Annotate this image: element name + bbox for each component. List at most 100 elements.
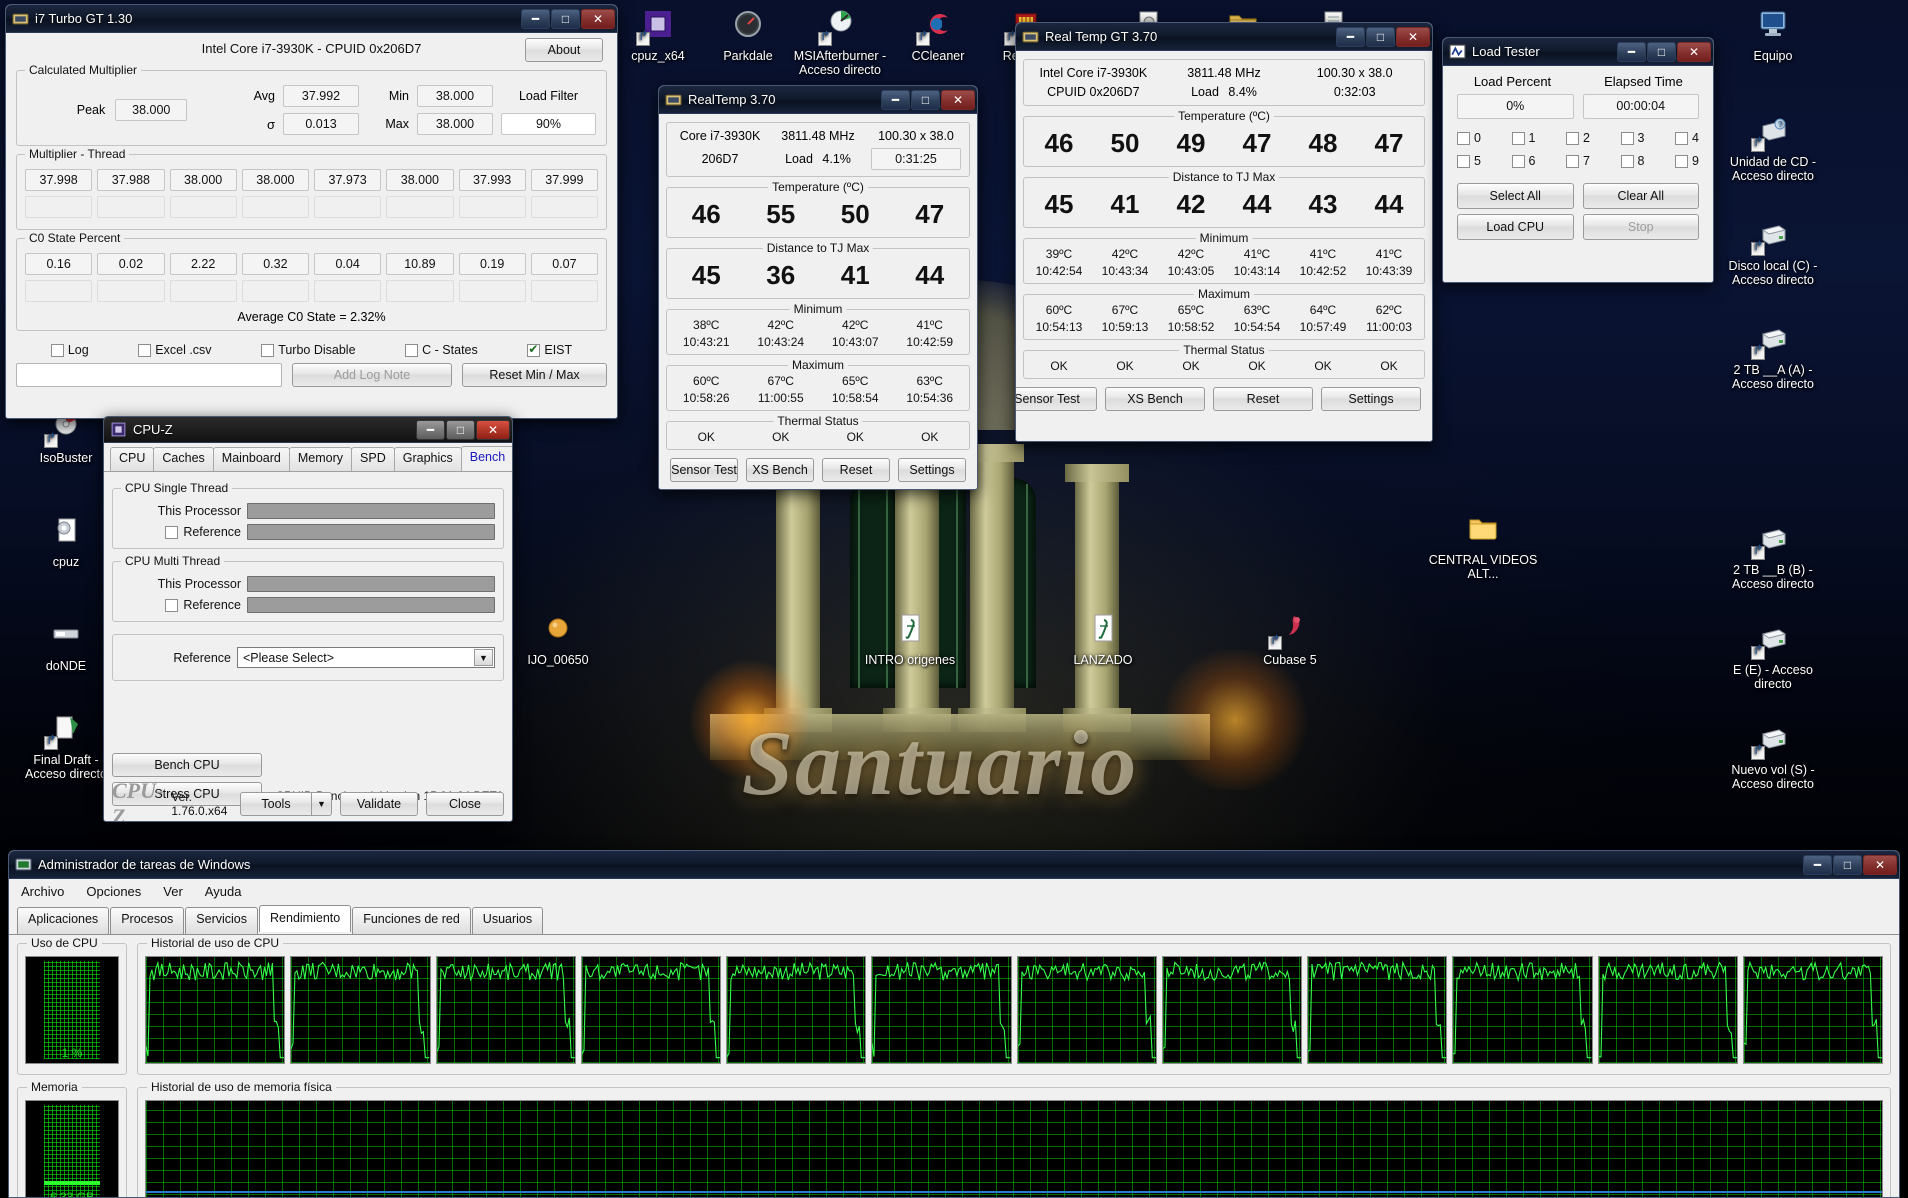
tab-graphics[interactable]: Graphics — [393, 447, 462, 471]
tab-memory[interactable]: Memory — [288, 447, 353, 471]
bench-cpu-button[interactable]: Bench CPU — [112, 753, 262, 777]
checkbox-box[interactable] — [1675, 154, 1688, 168]
stop-button[interactable]: Stop — [1582, 214, 1699, 240]
checkbox-box[interactable] — [1511, 131, 1525, 145]
reset-button[interactable]: Reset — [1213, 387, 1313, 411]
close-button[interactable]: ✕ — [1396, 26, 1430, 47]
minimize-button[interactable]: ━ — [521, 8, 550, 29]
checkbox-box[interactable] — [261, 343, 275, 357]
desktop-icon-2-tb-b-b[interactable]: 2 TB __B (B) -Acceso directo — [1715, 518, 1831, 591]
menu-archivo[interactable]: Archivo — [21, 884, 65, 899]
titlebar-i7-turbo[interactable]: i7 Turbo GT 1.30 ━ □ ✕ — [6, 5, 617, 33]
desktop-icon-cpuz-x64[interactable]: cpuz_x64 — [600, 4, 716, 63]
desktop-icon-2-tb-a-a[interactable]: 2 TB __A (A) -Acceso directo — [1715, 318, 1831, 391]
checkbox-box[interactable] — [1566, 131, 1579, 145]
desktop-icon-unidad-de-cd[interactable]: ? Unidad de CD -Acceso directo — [1715, 110, 1831, 183]
close-button[interactable]: ✕ — [476, 419, 510, 440]
tab-mainboard[interactable]: Mainboard — [212, 447, 290, 471]
menu-opciones[interactable]: Opciones — [86, 884, 142, 899]
checkbox-box[interactable] — [1457, 154, 1470, 168]
desktop-icon-donde[interactable]: doNDE — [8, 614, 124, 673]
checkbox-box[interactable] — [405, 343, 419, 357]
cpu-core-checkbox-8[interactable]: 8 — [1620, 154, 1644, 168]
checkbox-turbo-disable[interactable]: Turbo Disable — [261, 343, 356, 357]
window-realtemp[interactable]: RealTemp 3.70 ━ □ ✕ Core i7-3930K 3811.4… — [658, 85, 978, 490]
tab-usuarios[interactable]: Usuarios — [471, 907, 544, 934]
minimize-button[interactable]: ━ — [416, 419, 445, 440]
xs-bench-button[interactable]: XS Bench — [746, 458, 814, 482]
cpuz-tabs[interactable]: CPU Caches Mainboard Memory SPD Graphics Bench… — [104, 443, 512, 472]
tab-spd[interactable]: SPD — [351, 447, 395, 471]
tab-funciones-de-red[interactable]: Funciones de red — [352, 907, 471, 934]
close-button[interactable]: ✕ — [941, 89, 975, 110]
checkbox-eist[interactable]: EIST — [527, 342, 572, 357]
checkbox-box[interactable] — [527, 342, 541, 357]
cpu-core-checkbox-2[interactable]: 2 — [1566, 131, 1590, 145]
checkbox-box[interactable] — [1620, 154, 1634, 168]
window-cpuz[interactable]: CPU-Z ━ □ ✕ CPU Caches Mainboard Memory SPD G… — [103, 416, 513, 822]
tools-button[interactable]: Tools — [240, 792, 312, 816]
maximize-button[interactable]: □ — [911, 89, 940, 110]
close-button[interactable]: ✕ — [1863, 854, 1897, 875]
settings-button[interactable]: Settings — [1321, 387, 1421, 411]
checkbox-excel-csv[interactable]: Excel .csv — [138, 343, 212, 357]
close-button[interactable]: ✕ — [581, 8, 615, 29]
window-controls[interactable]: ━ □ ✕ — [880, 89, 975, 110]
titlebar-task-manager[interactable]: Administrador de tareas de Windows ━ □ ✕ — [9, 851, 1899, 879]
cpu-core-checkbox-7[interactable]: 7 — [1566, 154, 1590, 168]
titlebar-realtempgt[interactable]: Real Temp GT 3.70 ━ □ ✕ — [1016, 23, 1432, 51]
desktop-icon-parkdale[interactable]: Parkdale — [690, 4, 806, 63]
desktop-icon-central-videos-alt[interactable]: CENTRAL VIDEOS ALT... — [1425, 508, 1541, 581]
minimize-button[interactable]: ━ — [1617, 41, 1646, 62]
desktop-icon-final-draft[interactable]: Final Draft -Acceso directo — [8, 708, 124, 781]
cpu-core-checkbox-9[interactable]: 9 — [1675, 154, 1699, 168]
desktop-icon-cpuz[interactable]: cpuz — [8, 510, 124, 569]
add-log-note-button[interactable]: Add Log Note — [292, 363, 452, 387]
desktop-icon-disco-local-c[interactable]: Disco local (C) -Acceso directo — [1715, 214, 1831, 287]
sensor-test-button[interactable]: Sensor Test — [1016, 387, 1097, 411]
window-i7-turbo[interactable]: i7 Turbo GT 1.30 ━ □ ✕ Intel Core i7-393… — [5, 4, 618, 419]
titlebar-load-tester[interactable]: Load Tester ━ □ ✕ — [1443, 38, 1713, 66]
titlebar-cpuz[interactable]: CPU-Z ━ □ ✕ — [104, 417, 512, 443]
validate-button[interactable]: Validate — [340, 792, 418, 816]
desktop-icon-nuevo-vol-s[interactable]: Nuevo vol (S) -Acceso directo — [1715, 718, 1831, 791]
cpu-core-checkbox-6[interactable]: 6 — [1511, 154, 1535, 168]
realtemp-buttons[interactable]: Sensor Test XS Bench Reset Settings — [664, 456, 972, 486]
desktop-icon-equipo[interactable]: Equipo — [1715, 4, 1831, 63]
cpu-core-checkbox-5[interactable]: 5 — [1457, 154, 1481, 168]
maximize-button[interactable]: □ — [1366, 26, 1395, 47]
reference-select[interactable]: <Please Select> ▼ — [237, 647, 495, 668]
clear-all-button[interactable]: Clear All — [1582, 183, 1699, 209]
sensor-test-button[interactable]: Sensor Test — [670, 458, 738, 482]
multi-reference-checkbox[interactable] — [165, 598, 179, 612]
load-filter-value[interactable]: 90% — [501, 113, 596, 135]
window-controls[interactable]: ━ □ ✕ — [1335, 26, 1430, 47]
maximize-button[interactable]: □ — [446, 419, 475, 440]
minimize-button[interactable]: ━ — [881, 89, 910, 110]
checkbox-log[interactable]: Log — [50, 343, 89, 357]
desktop-icon-isobuster[interactable]: IsoBuster — [8, 406, 124, 465]
desktop-icon-ijo-00650[interactable]: IJO_00650 — [500, 608, 616, 667]
xs-bench-button[interactable]: XS Bench — [1105, 387, 1205, 411]
maximize-button[interactable]: □ — [1647, 41, 1676, 62]
maximize-button[interactable]: □ — [551, 8, 580, 29]
cpu-core-checkbox-0[interactable]: 0 — [1457, 131, 1481, 145]
load-cpu-button[interactable]: Load CPU — [1457, 214, 1574, 240]
cpu-core-checkbox-1[interactable]: 1 — [1511, 131, 1535, 145]
single-reference-checkbox[interactable] — [165, 525, 179, 539]
checkbox-box[interactable] — [50, 343, 64, 357]
task-manager-tabs[interactable]: Aplicaciones Procesos Servicios Rendimiento… — [9, 903, 1899, 934]
tab-caches[interactable]: Caches — [153, 447, 214, 471]
checkbox-box[interactable] — [1457, 131, 1470, 145]
window-load-tester[interactable]: Load Tester ━ □ ✕ Load Percent Elapsed T… — [1442, 37, 1714, 283]
window-task-manager[interactable]: Administrador de tareas de Windows ━ □ ✕… — [8, 850, 1900, 1198]
cpu-core-checkbox-4[interactable]: 4 — [1675, 131, 1699, 145]
cpu-core-checkbox-3[interactable]: 3 — [1620, 131, 1644, 145]
checkbox-box[interactable] — [1675, 131, 1688, 145]
checkbox-box[interactable] — [138, 343, 152, 357]
log-note-input[interactable] — [16, 363, 282, 387]
window-realtempgt[interactable]: Real Temp GT 3.70 ━ □ ✕ Intel Core i7-39… — [1015, 22, 1433, 442]
select-all-button[interactable]: Select All — [1457, 183, 1574, 209]
tab-bench[interactable]: Bench — [460, 446, 512, 470]
